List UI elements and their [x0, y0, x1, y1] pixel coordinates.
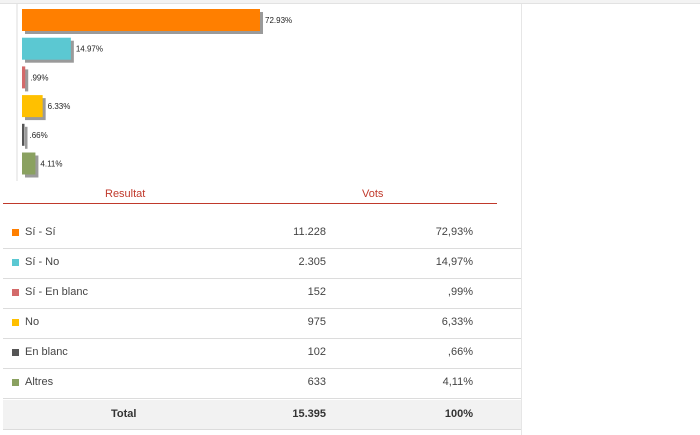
bar	[22, 123, 25, 146]
result-votes: 975	[307, 316, 326, 328]
bar-value-label: .66%	[30, 131, 48, 140]
result-votes: 102	[307, 346, 326, 358]
result-name: Sí - En blanc	[25, 286, 88, 298]
legend-swatch	[12, 259, 19, 266]
legend-swatch	[12, 229, 19, 236]
legend-swatch	[12, 349, 19, 356]
legend-swatch	[12, 379, 19, 386]
right-border	[521, 4, 522, 435]
result-percent: ,66%	[447, 346, 473, 358]
result-name: Sí - Sí	[25, 226, 56, 238]
result-name: Sí - No	[25, 256, 60, 268]
bar	[22, 9, 260, 31]
table-row: Sí - En blanc 152 ,99%	[3, 278, 521, 309]
results-bar-chart: 72.93% 14.97% .99% 6.33% .66% 4.11%	[16, 4, 292, 181]
bar-value-label: 14.97%	[76, 45, 103, 54]
table-row: Sí - No 2.305 14,97%	[3, 248, 521, 279]
bar	[22, 152, 36, 175]
result-percent: 14,97%	[435, 256, 473, 268]
header-result: Resultat	[105, 188, 146, 200]
legend-swatch	[12, 289, 19, 296]
table-row: No 975 6,33%	[3, 308, 521, 339]
result-name: En blanc	[25, 346, 68, 358]
bar	[22, 66, 26, 89]
bar	[22, 95, 43, 118]
bar-shadow	[25, 126, 28, 149]
result-name: No	[25, 316, 40, 328]
bar-value-label: 72.93%	[265, 16, 292, 25]
total-votes: 15.395	[292, 408, 326, 420]
result-percent: ,99%	[447, 286, 473, 298]
header-divider	[3, 203, 497, 204]
bar-value-label: 6.33%	[48, 102, 71, 111]
table-row: En blanc 102 ,66%	[3, 338, 521, 369]
result-votes: 152	[307, 286, 326, 298]
result-percent: 6,33%	[441, 316, 473, 328]
table-row: Altres 633 4,11%	[3, 368, 521, 399]
legend-swatch	[12, 319, 19, 326]
total-percent: 100%	[444, 408, 473, 420]
bar-shadow	[25, 69, 29, 92]
total-label: Total	[111, 408, 137, 420]
bar-value-label: 4.11%	[40, 160, 62, 169]
top-border	[0, 0, 700, 4]
table-row: Sí - Sí 11.228 72,93%	[3, 218, 521, 249]
bar	[22, 37, 71, 60]
result-votes: 11.228	[293, 226, 326, 238]
result-name: Altres	[25, 376, 54, 388]
result-percent: 4,11%	[442, 376, 473, 388]
result-percent: 72,93%	[435, 226, 473, 238]
header-votes: Vots	[362, 188, 384, 200]
bar-value-label: .99%	[30, 73, 48, 82]
result-votes: 633	[307, 376, 326, 388]
result-votes: 2.305	[298, 256, 326, 268]
total-row: Total 15.395 100%	[3, 400, 521, 430]
